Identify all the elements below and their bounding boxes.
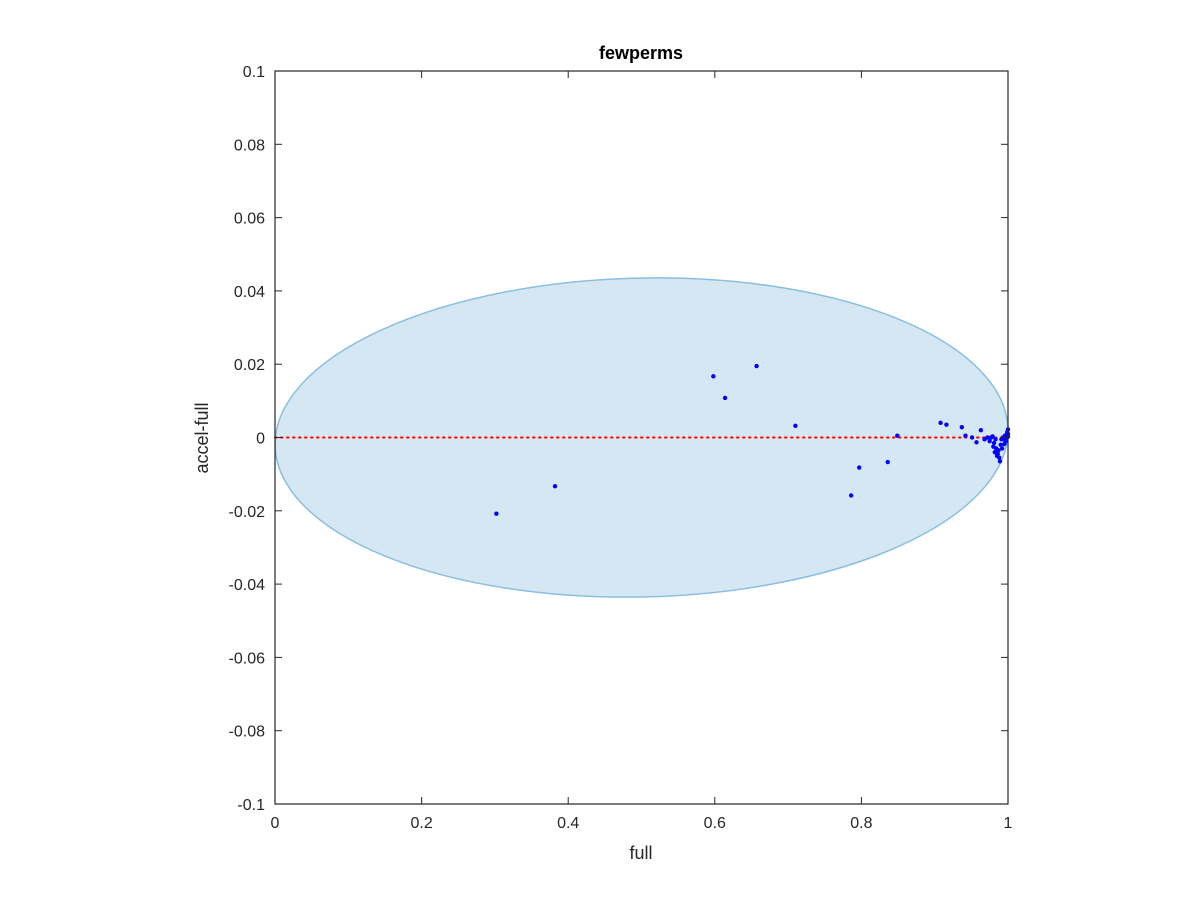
y-tick-label: 0.08 [234, 137, 265, 154]
x-tick-label: 1 [1004, 815, 1013, 832]
y-tick-label: 0.1 [243, 64, 265, 81]
data-point [999, 446, 1005, 451]
data-point [885, 459, 890, 465]
chart-title: fewperms [599, 43, 683, 63]
y-tick-label: -0.04 [229, 577, 266, 594]
y-tick-label: 0.04 [234, 284, 265, 301]
data-point [848, 493, 854, 498]
data-point [857, 465, 862, 470]
data-point [978, 427, 984, 433]
data-point [722, 395, 728, 401]
data-point [938, 420, 943, 426]
x-tick-label: 0.2 [410, 815, 432, 832]
data-point [997, 459, 1003, 464]
data-point [895, 433, 900, 438]
data-point [985, 435, 990, 440]
data-point [959, 425, 965, 430]
data-point [494, 511, 499, 516]
data-point [995, 451, 1000, 457]
data-point [991, 440, 997, 446]
y-tick-label: -0.08 [229, 724, 266, 741]
data-point [997, 455, 1002, 460]
x-axis-label: full [629, 843, 652, 863]
data-point [996, 448, 1001, 453]
x-tick-label: 0.4 [557, 815, 579, 832]
data-point [969, 435, 975, 440]
data-point [754, 363, 759, 369]
data-point [998, 442, 1003, 448]
data-point [963, 433, 968, 438]
y-axis-label: accel-full [192, 402, 212, 473]
x-tick-label: 0.6 [704, 815, 726, 832]
data-point [990, 434, 995, 439]
data-point [987, 438, 992, 444]
y-tick-label: 0 [256, 431, 265, 448]
data-point [944, 422, 949, 427]
data-point [552, 484, 558, 489]
x-tick-label: 0 [271, 815, 280, 832]
axes-layer: 0 0.2 0.4 0.6 0.8 1 0.1 0.08 0.06 0.04 0.02 0 -0.02 -… [229, 64, 1013, 832]
y-tick-label: -0.06 [229, 650, 266, 667]
y-tick-label: -0.1 [237, 797, 265, 814]
y-tick-label: 0.06 [234, 211, 265, 228]
data-point [1003, 438, 1009, 444]
data-point [974, 440, 979, 445]
data-point [993, 437, 998, 442]
data-point [711, 374, 716, 379]
data-point [793, 423, 798, 428]
x-tick-label: 0.8 [850, 815, 872, 832]
y-tick-label: -0.02 [229, 504, 266, 521]
y-tick-label: 0.02 [234, 357, 265, 374]
